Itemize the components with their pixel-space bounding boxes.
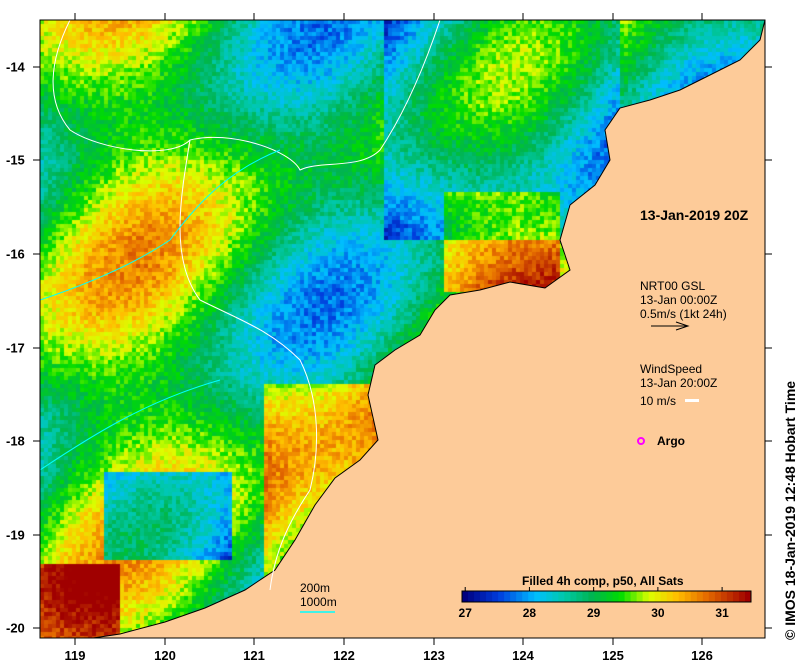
colorbar-swatch xyxy=(696,591,704,602)
colorbar-swatch xyxy=(528,591,535,602)
colorbar-swatch xyxy=(546,591,553,602)
x-tick-label: 119 xyxy=(64,648,86,663)
y-tick-label: -17 xyxy=(6,340,25,356)
colorbar-swatch xyxy=(606,591,614,602)
colorbar-swatch xyxy=(648,591,656,602)
wind-scale: 10 m/s xyxy=(640,394,677,408)
colorbar-swatch xyxy=(654,591,662,602)
colorbar-swatch xyxy=(576,591,583,602)
isobath-200-label: 200m xyxy=(300,581,331,595)
colorbar-swatch xyxy=(732,591,740,602)
y-tick-label: -15 xyxy=(6,152,25,168)
colorbar-swatch xyxy=(564,591,571,602)
colorbar-swatch xyxy=(498,591,505,602)
colorbar-swatch xyxy=(474,591,481,602)
colorbar-swatch xyxy=(570,591,577,602)
colorbar-swatch xyxy=(684,591,692,602)
colorbar-swatch xyxy=(618,591,626,602)
x-tick-label: 124 xyxy=(512,648,534,663)
x-tick-label: 125 xyxy=(602,648,624,663)
y-tick-label: -19 xyxy=(6,527,25,543)
colorbar-swatch xyxy=(594,591,601,602)
current-source: NRT00 GSL xyxy=(640,279,706,293)
peninsula xyxy=(470,310,520,360)
colorbar-swatch xyxy=(666,591,674,602)
x-tick-label: 126 xyxy=(691,648,713,663)
y-tick-label: -20 xyxy=(6,620,25,636)
colorbar-swatch xyxy=(552,591,559,602)
x-tick-label: 123 xyxy=(423,648,445,663)
colorbar-tick-label: 27 xyxy=(458,606,472,620)
colorbar-tick-label: 30 xyxy=(651,606,665,620)
wind-scale-arrow xyxy=(685,399,699,402)
map-frame xyxy=(39,19,766,639)
credit: © IMOS 18-Jan-2019 12:48 Hobart Time xyxy=(782,380,798,640)
colorbar-swatch xyxy=(504,591,511,602)
current-time: 13-Jan 00:00Z xyxy=(640,293,718,307)
colorbar-swatch xyxy=(630,591,638,602)
colorbar-tick-label: 31 xyxy=(715,606,729,620)
colorbar-swatch xyxy=(744,591,752,602)
isobath-1000m xyxy=(40,149,281,471)
x-tick-label: 121 xyxy=(243,648,265,663)
x-tick-label: 120 xyxy=(154,648,176,663)
colorbar-swatch xyxy=(612,591,620,602)
colorbar-swatch xyxy=(642,591,650,602)
colorbar-swatch xyxy=(540,591,547,602)
colorbar-swatch xyxy=(738,591,746,602)
colorbar-swatch xyxy=(636,591,644,602)
colorbar-title: Filled 4h comp, p50, All Sats xyxy=(522,574,684,588)
isobath-1000-label: 1000m xyxy=(300,595,337,609)
colorbar xyxy=(462,591,752,602)
colorbar-swatch xyxy=(726,591,734,602)
wind-time: 13-Jan 20:00Z xyxy=(640,376,718,390)
map-title: 13-Jan-2019 20Z xyxy=(640,207,749,223)
argo-marker xyxy=(637,437,645,445)
colorbar-swatch xyxy=(492,591,499,602)
isobath-200m xyxy=(52,20,441,171)
colorbar-frame xyxy=(461,590,752,603)
isobath-200m-2 xyxy=(179,139,318,591)
colorbar-swatch xyxy=(714,591,722,602)
argo-label: Argo xyxy=(657,434,685,448)
colorbar-swatch xyxy=(702,591,710,602)
colorbar-swatch xyxy=(462,591,469,602)
colorbar-swatch xyxy=(480,591,487,602)
land-mass xyxy=(89,20,765,638)
colorbar-swatch xyxy=(534,591,541,602)
colorbar-swatch xyxy=(486,591,493,602)
current-scale: 0.5m/s (1kt 24h) xyxy=(640,307,727,321)
colorbar-swatch xyxy=(558,591,565,602)
colorbar-swatch xyxy=(624,591,632,602)
current-arrow-head xyxy=(675,321,690,331)
colorbar-tick-label: 28 xyxy=(522,606,537,620)
colorbar-swatch xyxy=(582,591,589,602)
colorbar-swatch xyxy=(672,591,680,602)
colorbar-swatch xyxy=(516,591,523,602)
colorbar-swatch xyxy=(522,591,529,602)
y-tick-label: -18 xyxy=(6,433,25,449)
colorbar-swatch xyxy=(720,591,728,602)
colorbar-swatch xyxy=(678,591,686,602)
y-tick-label: -16 xyxy=(6,246,25,262)
x-tick-label: 122 xyxy=(333,648,355,663)
colorbar-swatch xyxy=(468,591,475,602)
colorbar-tick-label: 29 xyxy=(586,606,601,620)
wind-label: WindSpeed xyxy=(640,362,703,376)
colorbar-swatch xyxy=(600,591,607,602)
colorbar-swatch xyxy=(660,591,668,602)
colorbar-swatch xyxy=(708,591,716,602)
colorbar-swatch xyxy=(588,591,595,602)
colorbar-swatch xyxy=(510,591,517,602)
colorbar-swatch xyxy=(690,591,698,602)
y-tick-label: -14 xyxy=(6,59,25,75)
